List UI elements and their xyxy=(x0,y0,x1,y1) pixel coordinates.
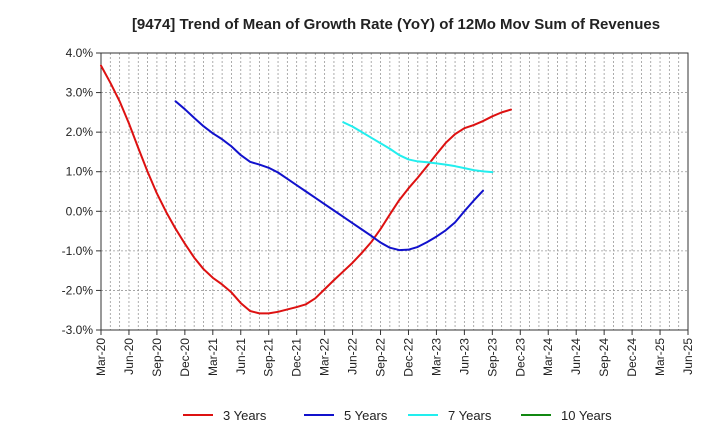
x-tick-label: Mar-20 xyxy=(94,338,108,376)
y-tick-label: 4.0% xyxy=(66,46,94,60)
x-tick-label: Mar-22 xyxy=(318,338,332,376)
legend-label-3-years: 3 Years xyxy=(223,408,267,423)
legend-label-7-years: 7 Years xyxy=(448,408,492,423)
y-tick-label: 2.0% xyxy=(66,125,94,139)
x-axis: Mar-20 Jun-20 Sep-20 Dec-20 Mar-21 Jun-21 Sep-… xyxy=(94,330,695,377)
x-tick-label: Mar-24 xyxy=(541,338,555,376)
legend: 3 Years 5 Years 7 Years 10 Years xyxy=(183,408,612,423)
x-tick-label: Sep-23 xyxy=(485,338,499,377)
y-tick-label: -2.0% xyxy=(62,283,94,297)
x-tick-label: Mar-25 xyxy=(653,338,667,376)
x-tick-label: Jun-25 xyxy=(681,338,695,375)
x-tick-label: Dec-24 xyxy=(625,338,639,377)
x-tick-label: Dec-20 xyxy=(178,338,192,377)
series-line-3-years xyxy=(100,64,512,315)
legend-label-10-years: 10 Years xyxy=(561,408,612,423)
x-tick-label: Jun-22 xyxy=(346,338,360,375)
y-tick-label: 3.0% xyxy=(66,86,94,100)
y-tick-label: -3.0% xyxy=(62,323,94,337)
x-tick-label: Dec-22 xyxy=(401,338,415,377)
plot-frame xyxy=(100,52,689,331)
y-tick-label: -1.0% xyxy=(62,244,94,258)
series-line-7-years xyxy=(342,121,494,174)
series-layer xyxy=(100,64,512,315)
chart-title: [9474] Trend of Mean of Growth Rate (YoY… xyxy=(132,16,660,33)
y-tick-label: 0.0% xyxy=(66,204,94,218)
x-tick-label: Dec-23 xyxy=(513,338,527,377)
x-tick-label: Jun-24 xyxy=(569,338,583,375)
x-tick-label: Mar-21 xyxy=(206,338,220,376)
x-tick-label: Sep-21 xyxy=(262,338,276,377)
x-tick-label: Dec-21 xyxy=(290,338,304,377)
x-tick-label: Sep-22 xyxy=(374,338,388,377)
legend-label-5-years: 5 Years xyxy=(344,408,388,423)
x-tick-label: Jun-23 xyxy=(457,338,471,375)
grid-layer xyxy=(101,53,688,330)
x-tick-label: Sep-24 xyxy=(597,338,611,377)
x-tick-label: Sep-20 xyxy=(150,338,164,377)
x-tick-label: Jun-20 xyxy=(122,338,136,375)
y-axis: 4.0% 3.0% 2.0% 1.0% 0.0% -1.0% -2.0% -3.0% xyxy=(62,46,101,337)
series-line-5-years xyxy=(174,100,485,252)
x-tick-label: Jun-21 xyxy=(234,338,248,375)
x-tick-label: Mar-23 xyxy=(429,338,443,376)
y-tick-label: 1.0% xyxy=(66,165,94,179)
